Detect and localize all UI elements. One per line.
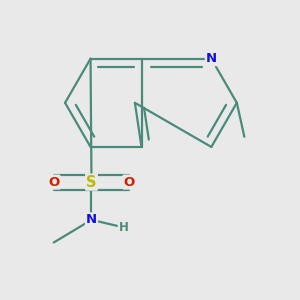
Text: S: S <box>86 175 97 190</box>
Text: O: O <box>124 176 135 189</box>
Text: N: N <box>86 213 97 226</box>
Text: H: H <box>118 221 128 234</box>
Text: N: N <box>206 52 217 65</box>
Text: O: O <box>48 176 59 189</box>
